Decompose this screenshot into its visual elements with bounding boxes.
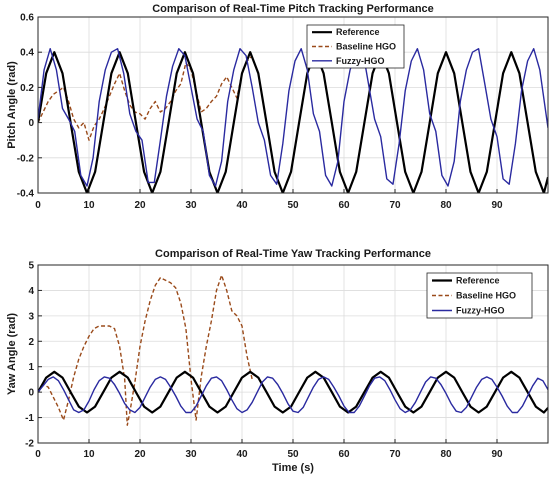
y-tick-label: 1 (28, 362, 34, 373)
x-tick-label: 80 (440, 200, 452, 211)
pitch-chart: 0 10 20 30 40 50 60 70 80 90 -0.4 -0.2 0 0.2 0.4 0.6 Com… (6, 3, 549, 211)
y-tick-label: 0.6 (20, 13, 34, 24)
legend: Reference Baseline HGO Fuzzy-HGO (426, 272, 533, 319)
y-tick-label: 3 (28, 311, 34, 322)
x-tick-label: 80 (440, 449, 452, 460)
legend-label-baseline-hgo: Baseline HGO (456, 291, 516, 301)
x-tick-label: 30 (185, 200, 197, 211)
y-tick-label: 2 (28, 337, 34, 348)
y-tick-label: -0.2 (17, 153, 35, 164)
y-tick-label: 4 (28, 286, 34, 297)
y-tick-label: 5 (28, 261, 34, 272)
x-axis-label: Time (s) (272, 462, 314, 474)
x-tick-label: 60 (338, 449, 350, 460)
x-tick-label: 20 (134, 200, 146, 211)
x-tick-label: 50 (287, 449, 299, 460)
baseline-hgo-line (38, 274, 253, 426)
x-tick-label: 10 (83, 200, 95, 211)
x-tick-label: 30 (185, 449, 197, 460)
reference-line (38, 51, 548, 193)
x-tick-label: 40 (236, 449, 248, 460)
y-tick-label: 0 (28, 388, 34, 399)
fuzzy-hgo-line (38, 48, 548, 187)
x-tick-label: 60 (338, 200, 350, 211)
x-tick-label: 50 (287, 200, 299, 211)
x-tick-label: 40 (236, 200, 248, 211)
fuzzy-hgo-line (38, 376, 548, 414)
x-tick-label: 0 (35, 200, 41, 211)
x-tick-label: 10 (83, 449, 95, 460)
y-tick-label: 0.2 (20, 83, 34, 94)
yaw-chart: 0 10 20 30 40 50 60 70 80 90 -2 -1 0 1 2 3 4 5 Comparison … (6, 248, 549, 474)
y-tick-label: -1 (25, 413, 34, 424)
x-tick-label: 90 (491, 200, 503, 211)
y-axis-label: Yaw Angle (rad) (6, 313, 18, 395)
x-tick-label: 20 (134, 449, 146, 460)
y-tick-label: -0.4 (17, 189, 35, 200)
chart-title: Comparison of Real-Time Pitch Tracking P… (152, 3, 434, 15)
reference-line (38, 370, 548, 414)
x-tick-label: 90 (491, 449, 503, 460)
legend-label-reference: Reference (456, 276, 500, 286)
legend: Reference Baseline HGO Fuzzy-HGO (306, 24, 405, 69)
y-tick-label: 0 (28, 118, 34, 129)
legend-label-baseline-hgo: Baseline HGO (336, 42, 396, 52)
y-tick-label: 0.4 (20, 48, 34, 59)
baseline-hgo-line (38, 55, 253, 141)
chart-title: Comparison of Real-Time Yaw Tracking Per… (155, 248, 431, 260)
x-tick-label: 70 (389, 200, 401, 211)
y-axis-label: Pitch Angle (rad) (6, 61, 18, 149)
y-tick-label: -2 (25, 439, 34, 450)
legend-label-fuzzy-hgo: Fuzzy-HGO (336, 56, 385, 66)
x-tick-label: 70 (389, 449, 401, 460)
legend-label-reference: Reference (336, 27, 380, 37)
legend-label-fuzzy-hgo: Fuzzy-HGO (456, 306, 505, 316)
x-tick-label: 0 (35, 449, 41, 460)
